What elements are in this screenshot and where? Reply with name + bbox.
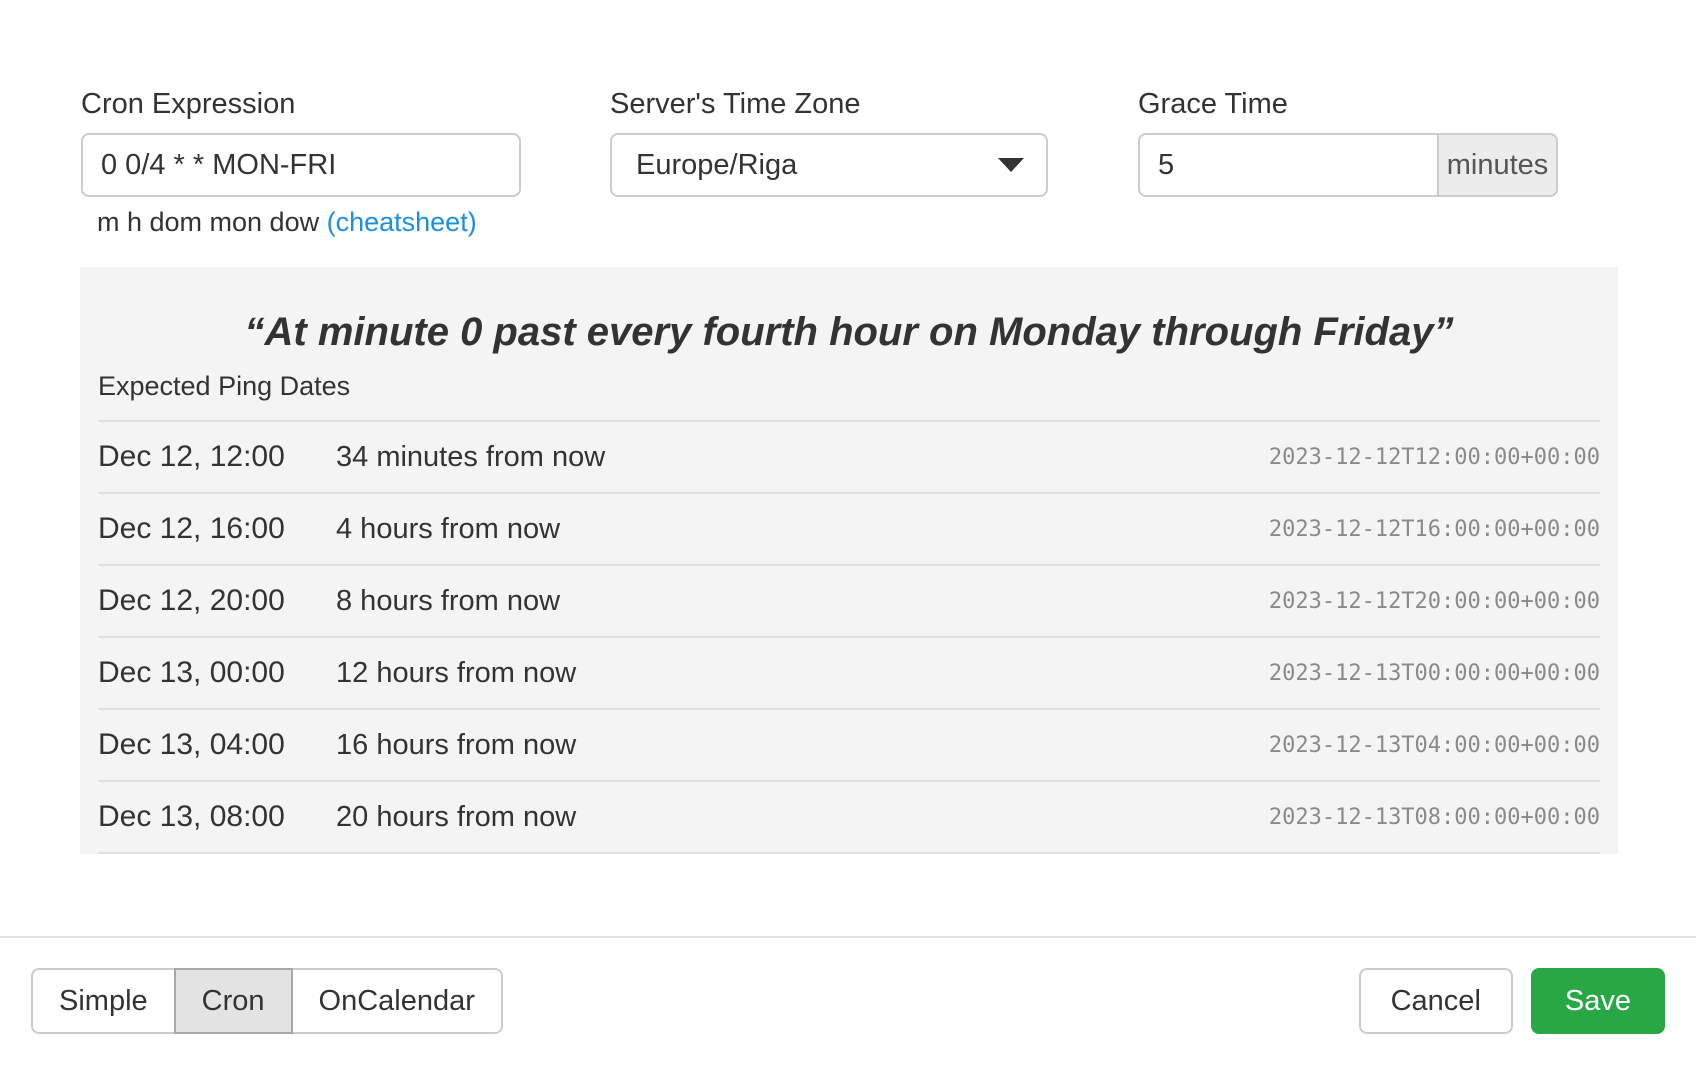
footer-divider: [0, 936, 1696, 938]
timezone-select[interactable]: Europe/Riga: [610, 133, 1048, 197]
dialog-footer: Simple Cron OnCalendar Cancel Save: [31, 968, 1665, 1034]
ping-relative: 4 hours from now: [336, 512, 561, 545]
ping-relative: 16 hours from now: [336, 728, 577, 761]
schedule-form: Cron Expression m h dom mon dow (cheatsh…: [0, 0, 1696, 238]
ping-iso-timestamp: 2023-12-13T08:00:00+00:00: [1268, 804, 1600, 830]
cron-expression-field-group: Cron Expression m h dom mon dow (cheatsh…: [81, 88, 521, 238]
ping-iso-timestamp: 2023-12-13T04:00:00+00:00: [1268, 732, 1600, 758]
save-button[interactable]: Save: [1530, 968, 1665, 1034]
cron-hint: m h dom mon dow (cheatsheet): [97, 207, 521, 238]
grace-time-unit-addon: minutes: [1439, 133, 1558, 197]
mode-button-oncalendar[interactable]: OnCalendar: [290, 968, 503, 1034]
ping-iso-timestamp: 2023-12-12T20:00:00+00:00: [1268, 588, 1600, 614]
timezone-label: Server's Time Zone: [610, 88, 861, 120]
grace-time-input[interactable]: [1138, 133, 1439, 197]
grace-time-label: Grace Time: [1138, 88, 1288, 120]
ping-iso-timestamp: 2023-12-13T00:00:00+00:00: [1268, 660, 1600, 686]
cancel-button[interactable]: Cancel: [1358, 968, 1513, 1034]
ping-relative: 8 hours from now: [336, 584, 561, 617]
cheatsheet-link[interactable]: (cheatsheet): [326, 207, 477, 237]
schedule-mode-group: Simple Cron OnCalendar: [31, 968, 503, 1034]
ping-date: Dec 12, 20:00: [98, 584, 285, 617]
cron-preview-panel: “At minute 0 past every fourth hour on M…: [80, 267, 1618, 854]
ping-iso-timestamp: 2023-12-12T16:00:00+00:00: [1268, 516, 1600, 542]
ping-iso-timestamp: 2023-12-12T12:00:00+00:00: [1268, 444, 1600, 470]
cron-description: “At minute 0 past every fourth hour on M…: [244, 310, 1454, 354]
ping-relative: 20 hours from now: [336, 800, 577, 833]
ping-date-row: Dec 13, 08:00 20 hours from now 2023-12-…: [98, 780, 1600, 852]
ping-date: Dec 13, 04:00: [98, 728, 285, 761]
ping-date-row: Dec 12, 20:00 8 hours from now 2023-12-1…: [98, 564, 1600, 636]
mode-button-simple[interactable]: Simple: [31, 968, 176, 1034]
timezone-field-group: Server's Time Zone Europe/Riga: [610, 88, 1048, 238]
mode-button-cron[interactable]: Cron: [173, 968, 293, 1034]
ping-dates-table: Dec 12, 12:00 34 minutes from now 2023-1…: [98, 420, 1600, 854]
timezone-selected-value: Europe/Riga: [636, 148, 798, 181]
ping-date-row: Dec 13, 00:00 12 hours from now 2023-12-…: [98, 636, 1600, 708]
ping-date: Dec 12, 16:00: [98, 512, 285, 545]
cron-expression-input[interactable]: [81, 133, 521, 197]
cron-expression-label: Cron Expression: [81, 88, 296, 120]
ping-relative: 34 minutes from now: [336, 440, 606, 473]
ping-date-row: Dec 13, 04:00 16 hours from now 2023-12-…: [98, 708, 1600, 780]
ping-date-row: Dec 12, 16:00 4 hours from now 2023-12-1…: [98, 492, 1600, 564]
ping-date-row: Dec 12, 12:00 34 minutes from now 2023-1…: [98, 420, 1600, 492]
ping-date: Dec 12, 12:00: [98, 440, 285, 473]
ping-relative: 12 hours from now: [336, 656, 577, 689]
expected-ping-dates-label: Expected Ping Dates: [98, 371, 351, 401]
ping-date: Dec 13, 00:00: [98, 656, 285, 689]
caret-down-icon: [998, 158, 1024, 172]
ping-date: Dec 13, 08:00: [98, 800, 285, 833]
cron-hint-text: m h dom mon dow: [97, 207, 320, 237]
footer-actions: Cancel Save: [1358, 968, 1665, 1034]
grace-time-input-group: minutes: [1138, 133, 1558, 197]
grace-time-field-group: Grace Time minutes: [1138, 88, 1558, 238]
